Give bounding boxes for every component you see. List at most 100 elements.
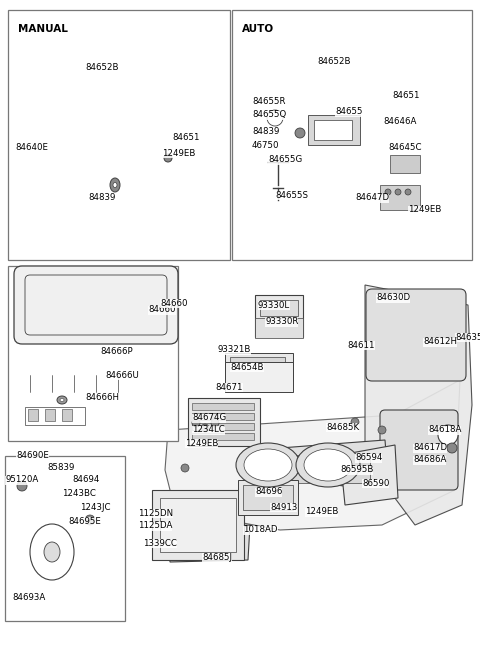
Bar — [238, 480, 298, 515]
Text: 84913: 84913 — [270, 502, 298, 512]
Text: 84671: 84671 — [215, 383, 242, 392]
Polygon shape — [260, 105, 298, 130]
Bar — [8, 266, 178, 441]
Bar — [188, 398, 260, 446]
Text: 84686A: 84686A — [413, 455, 446, 464]
Bar — [192, 413, 254, 420]
Ellipse shape — [181, 464, 189, 472]
Ellipse shape — [30, 524, 74, 580]
Text: 84685K: 84685K — [326, 422, 359, 432]
Text: 84618A: 84618A — [428, 426, 461, 434]
Bar — [5, 456, 125, 621]
Bar — [225, 362, 293, 392]
Text: 84652B: 84652B — [317, 58, 350, 67]
Text: 93330R: 93330R — [265, 318, 299, 326]
FancyBboxPatch shape — [14, 266, 178, 344]
Bar — [243, 485, 293, 510]
Polygon shape — [68, 68, 118, 108]
Ellipse shape — [211, 419, 219, 427]
Polygon shape — [78, 108, 188, 168]
Bar — [192, 403, 254, 410]
Polygon shape — [30, 108, 88, 172]
Ellipse shape — [405, 189, 411, 195]
Polygon shape — [20, 402, 95, 428]
Bar — [28, 409, 38, 421]
Bar — [390, 155, 420, 173]
Bar — [160, 498, 236, 552]
Bar — [290, 455, 370, 483]
Bar — [192, 433, 254, 440]
Ellipse shape — [304, 449, 352, 481]
Bar — [152, 490, 244, 560]
Polygon shape — [280, 440, 388, 488]
Ellipse shape — [110, 178, 120, 192]
Ellipse shape — [201, 424, 209, 432]
Ellipse shape — [164, 154, 172, 162]
Text: 86590: 86590 — [362, 479, 389, 487]
Ellipse shape — [296, 443, 360, 487]
Text: 84646A: 84646A — [383, 117, 416, 126]
Bar — [308, 115, 360, 145]
Ellipse shape — [351, 418, 359, 426]
Text: 84651: 84651 — [172, 134, 200, 143]
Text: 1243BC: 1243BC — [62, 489, 96, 498]
Bar — [260, 300, 298, 316]
Text: 86594: 86594 — [355, 453, 383, 462]
Ellipse shape — [295, 128, 305, 138]
Ellipse shape — [57, 396, 67, 404]
Ellipse shape — [244, 449, 292, 481]
Ellipse shape — [60, 398, 64, 402]
Text: 84685J: 84685J — [202, 553, 232, 561]
Ellipse shape — [438, 425, 458, 445]
Text: 84655S: 84655S — [275, 191, 308, 200]
Polygon shape — [298, 108, 380, 148]
Text: 1249EB: 1249EB — [408, 206, 442, 214]
Text: 85839: 85839 — [47, 464, 74, 472]
Polygon shape — [268, 38, 318, 72]
Ellipse shape — [113, 183, 117, 187]
Text: 84690E: 84690E — [16, 451, 49, 460]
Polygon shape — [95, 122, 165, 162]
Polygon shape — [378, 138, 435, 180]
Text: 84635: 84635 — [455, 333, 480, 341]
Text: 84655G: 84655G — [268, 155, 302, 164]
Text: 84694: 84694 — [72, 476, 99, 485]
Polygon shape — [165, 380, 460, 530]
Bar — [225, 353, 293, 381]
Text: 84674G: 84674G — [192, 413, 226, 422]
Text: 84696: 84696 — [255, 487, 282, 496]
Bar — [192, 423, 254, 430]
Text: 84660: 84660 — [148, 305, 176, 314]
Polygon shape — [298, 38, 430, 120]
Ellipse shape — [44, 542, 60, 562]
Text: 84839: 84839 — [88, 193, 115, 202]
Ellipse shape — [211, 414, 219, 422]
Text: MANUAL: MANUAL — [18, 24, 68, 34]
Text: 84839: 84839 — [252, 128, 279, 136]
Ellipse shape — [385, 189, 391, 195]
Polygon shape — [25, 345, 160, 370]
Text: 1125DA: 1125DA — [138, 521, 172, 531]
Text: 84666H: 84666H — [85, 394, 119, 403]
Text: 84651: 84651 — [392, 90, 420, 100]
Text: 84630D: 84630D — [376, 293, 410, 303]
Polygon shape — [370, 165, 435, 220]
Bar — [314, 120, 352, 140]
Text: AUTO: AUTO — [242, 24, 274, 34]
Polygon shape — [168, 525, 250, 562]
Text: 84611: 84611 — [347, 341, 374, 350]
Text: 1125DN: 1125DN — [138, 508, 173, 517]
Text: 84695E: 84695E — [68, 517, 101, 525]
Polygon shape — [14, 500, 118, 615]
Polygon shape — [365, 285, 472, 525]
Bar — [230, 357, 285, 375]
Text: 84645C: 84645C — [388, 143, 421, 153]
Ellipse shape — [85, 515, 95, 525]
Ellipse shape — [236, 443, 300, 487]
Polygon shape — [32, 350, 152, 366]
Text: 1018AD: 1018AD — [243, 525, 277, 534]
Text: 84655: 84655 — [335, 107, 362, 117]
Bar — [255, 318, 303, 338]
Text: 93330L: 93330L — [258, 301, 290, 310]
Text: 46750: 46750 — [252, 141, 279, 149]
